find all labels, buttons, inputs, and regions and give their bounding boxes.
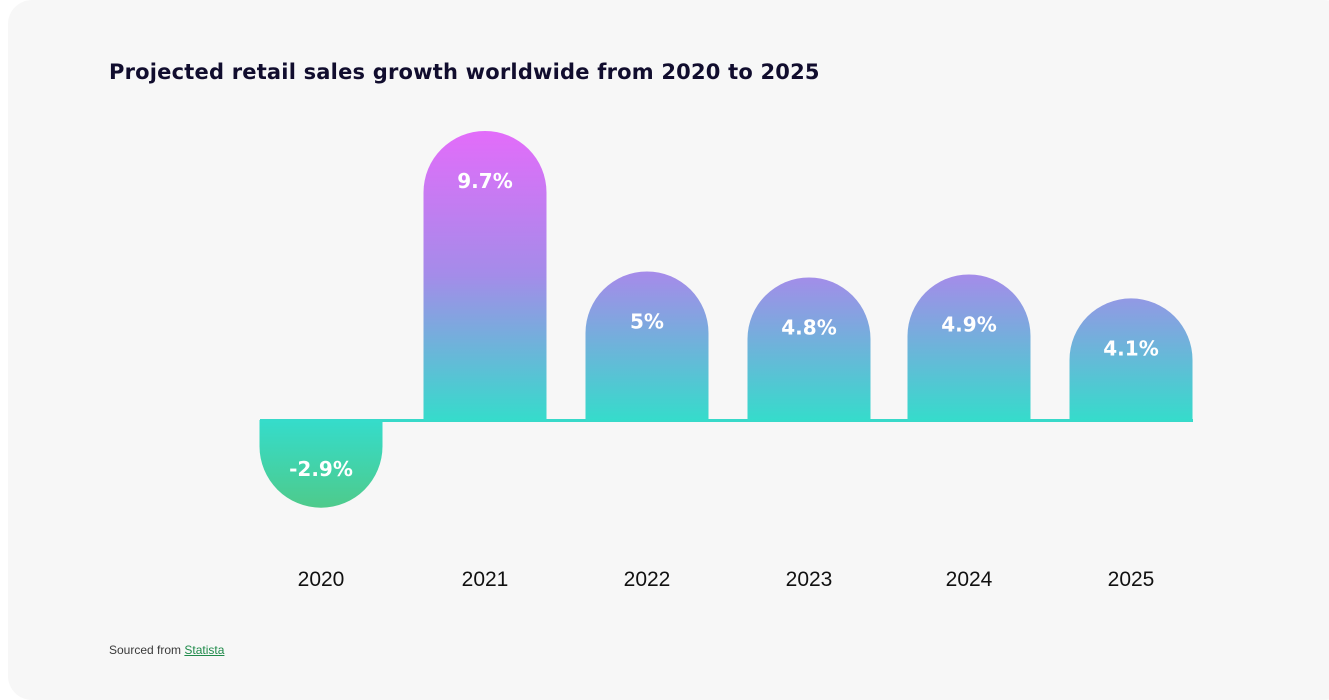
source-link-statista[interactable]: Statista (184, 643, 225, 657)
bar-value-label-2023: 4.8% (781, 315, 836, 339)
x-tick-label-2023: 2023 (786, 568, 833, 591)
bar-value-label-2021: 9.7% (457, 169, 512, 193)
bar-2020 (259, 420, 383, 508)
x-tick-label-2021: 2021 (462, 568, 509, 591)
source-prefix: Sourced from (109, 643, 182, 657)
bar-2023 (747, 277, 871, 421)
bar-2025 (1069, 298, 1193, 421)
bar-value-label-2020: -2.9% (289, 457, 353, 481)
x-axis-ticks-group: 2020 2021 2022 2023 2024 2025 (298, 568, 1155, 591)
chart-title: Projected retail sales growth worldwide … (109, 60, 820, 84)
bar-2024 (907, 274, 1031, 421)
bar-value-label-2025: 4.1% (1103, 336, 1158, 360)
bar-2022 (585, 271, 709, 421)
x-tick-label-2020: 2020 (298, 568, 345, 591)
bar-chart: -2.9% 9.7% 5% 4.8% 4.9% 4.1% 2020 2021 2022 2023… (259, 130, 1193, 591)
bar-value-label-2022: 5% (630, 310, 664, 334)
bars-group (259, 130, 1193, 508)
x-tick-label-2022: 2022 (624, 568, 671, 591)
x-tick-label-2025: 2025 (1108, 568, 1155, 591)
bar-labels-group: -2.9% 9.7% 5% 4.8% 4.9% 4.1% (289, 169, 1159, 481)
bar-2021 (423, 130, 547, 422)
source-note: Sourced from Statista (109, 643, 224, 657)
x-tick-label-2024: 2024 (946, 568, 993, 591)
bar-value-label-2024: 4.9% (941, 312, 996, 336)
